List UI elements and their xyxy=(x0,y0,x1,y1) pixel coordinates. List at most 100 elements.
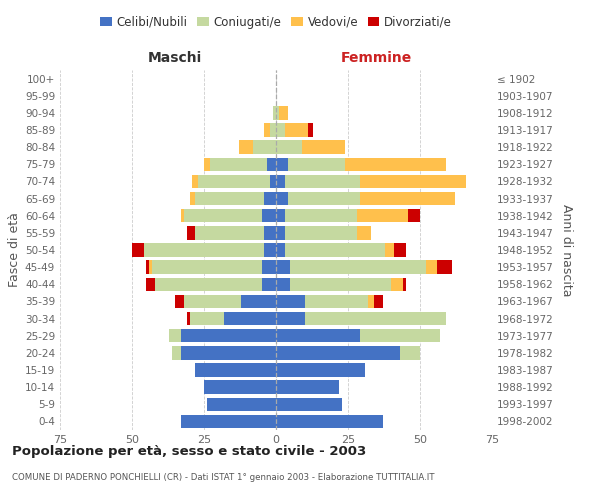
Bar xyxy=(276,380,340,394)
Bar xyxy=(276,158,345,171)
Bar xyxy=(262,209,276,222)
Legend: Celibi/Nubili, Coniugati/e, Vedovi/e, Divorziati/e: Celibi/Nubili, Coniugati/e, Vedovi/e, Di… xyxy=(95,11,457,34)
Bar xyxy=(210,158,276,171)
Bar xyxy=(276,398,342,411)
Bar xyxy=(276,140,302,154)
Bar xyxy=(276,174,466,188)
Bar xyxy=(276,346,420,360)
Bar xyxy=(270,124,276,136)
Bar xyxy=(146,260,276,274)
Bar xyxy=(181,209,276,222)
Bar xyxy=(265,124,276,136)
Bar xyxy=(184,294,276,308)
Bar xyxy=(239,140,276,154)
Bar xyxy=(224,312,276,326)
Bar xyxy=(262,260,276,274)
Bar xyxy=(276,414,383,428)
Bar xyxy=(276,329,440,342)
Bar xyxy=(196,364,276,376)
Bar xyxy=(181,414,276,428)
Bar xyxy=(276,294,305,308)
Bar xyxy=(276,106,279,120)
Bar xyxy=(276,174,284,188)
Bar xyxy=(172,346,276,360)
Bar xyxy=(276,364,365,376)
Bar xyxy=(196,364,276,376)
Bar xyxy=(187,226,276,239)
Bar xyxy=(276,124,308,136)
Bar xyxy=(273,106,276,120)
Bar xyxy=(204,380,276,394)
Bar xyxy=(204,380,276,394)
Bar xyxy=(276,364,365,376)
Bar xyxy=(276,278,290,291)
Bar xyxy=(276,192,287,205)
Bar xyxy=(207,398,276,411)
Bar xyxy=(276,124,313,136)
Bar xyxy=(181,414,276,428)
Bar xyxy=(273,106,276,120)
Bar xyxy=(276,364,365,376)
Bar xyxy=(276,380,340,394)
Bar xyxy=(276,294,374,308)
Bar xyxy=(196,364,276,376)
Bar xyxy=(207,398,276,411)
Bar xyxy=(152,260,276,274)
Bar xyxy=(265,192,276,205)
Bar xyxy=(276,278,406,291)
Bar xyxy=(276,140,345,154)
Bar xyxy=(181,414,276,428)
Bar xyxy=(276,226,356,239)
Bar xyxy=(276,294,383,308)
Bar xyxy=(193,174,276,188)
Bar xyxy=(172,346,276,360)
Bar xyxy=(204,380,276,394)
Bar xyxy=(276,260,452,274)
Bar xyxy=(276,192,455,205)
Bar xyxy=(190,312,276,326)
Bar xyxy=(276,226,284,239)
Bar xyxy=(265,226,276,239)
Bar xyxy=(196,226,276,239)
Bar xyxy=(169,329,276,342)
Bar xyxy=(262,278,276,291)
Bar xyxy=(276,294,368,308)
Bar xyxy=(276,398,342,411)
Bar xyxy=(276,278,391,291)
Bar xyxy=(276,192,359,205)
Bar xyxy=(276,312,446,326)
Text: Maschi: Maschi xyxy=(148,51,202,65)
Y-axis label: Fasce di età: Fasce di età xyxy=(8,212,21,288)
Bar xyxy=(193,174,276,188)
Bar xyxy=(190,312,276,326)
Bar xyxy=(146,278,276,291)
Bar xyxy=(132,244,276,256)
Bar xyxy=(181,329,276,342)
Bar xyxy=(181,414,276,428)
Bar xyxy=(276,174,466,188)
Bar xyxy=(184,209,276,222)
Bar xyxy=(276,346,420,360)
Bar xyxy=(273,106,276,120)
Bar xyxy=(276,329,440,342)
Bar xyxy=(276,124,284,136)
Bar xyxy=(196,226,276,239)
Bar xyxy=(184,294,276,308)
Bar xyxy=(276,244,284,256)
Bar xyxy=(169,329,276,342)
Bar xyxy=(276,329,440,342)
Bar xyxy=(276,312,446,326)
Bar xyxy=(181,346,276,360)
Bar xyxy=(276,260,426,274)
Bar xyxy=(276,209,420,222)
Text: Popolazione per età, sesso e stato civile - 2003: Popolazione per età, sesso e stato civil… xyxy=(12,445,366,458)
Bar xyxy=(207,398,276,411)
Bar xyxy=(276,226,371,239)
Bar xyxy=(155,278,276,291)
Bar xyxy=(276,380,340,394)
Bar xyxy=(198,174,276,188)
Bar xyxy=(276,346,420,360)
Bar xyxy=(207,398,276,411)
Bar xyxy=(196,364,276,376)
Bar xyxy=(276,364,365,376)
